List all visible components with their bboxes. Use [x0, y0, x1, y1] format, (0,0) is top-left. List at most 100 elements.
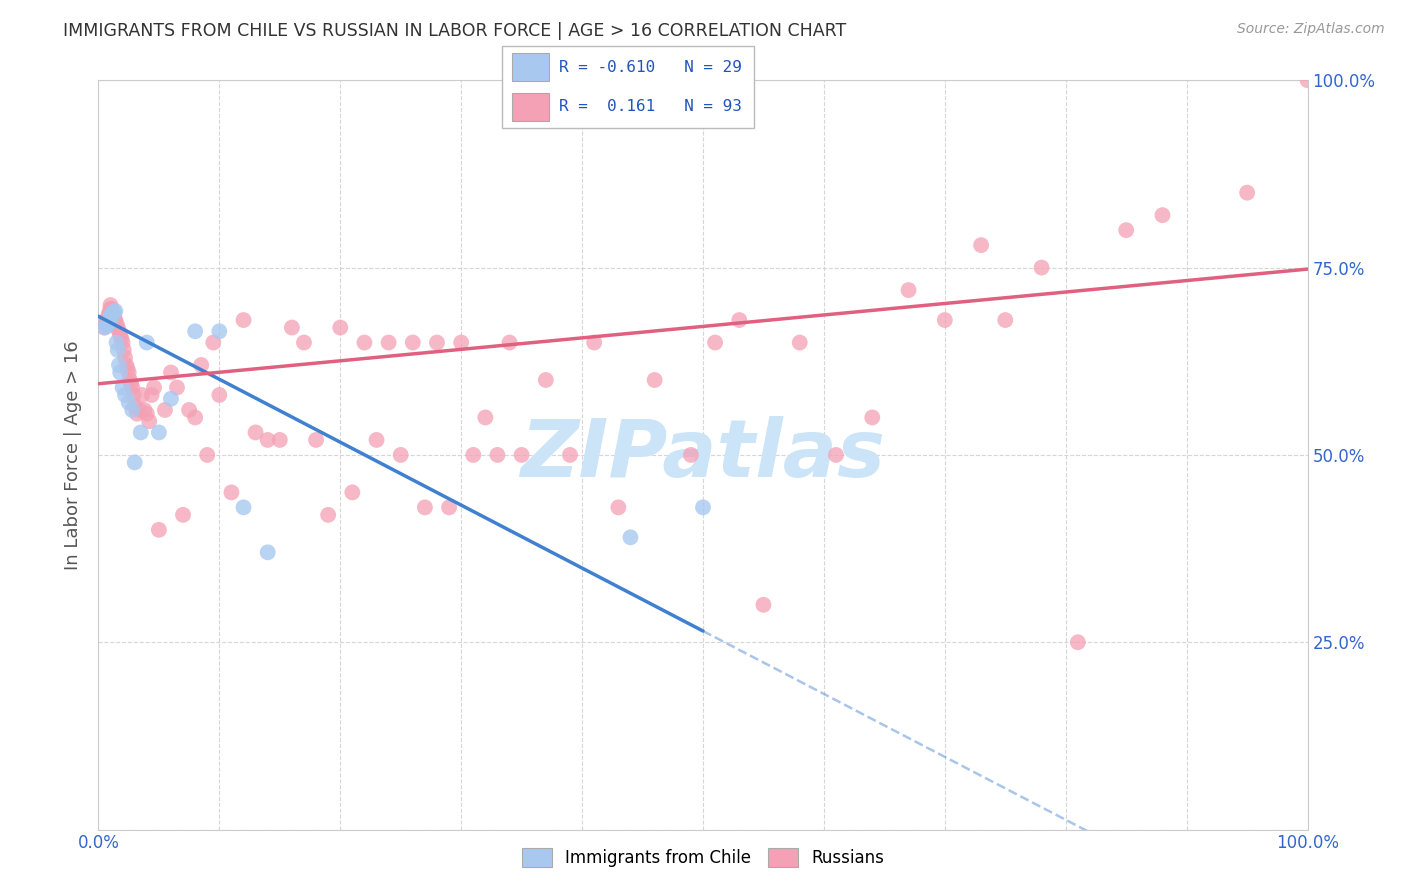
Point: [127, 407, 149, 421]
Text: ZIPatlas: ZIPatlas: [520, 416, 886, 494]
Point: [100, 301, 122, 316]
Point: [1152, 208, 1174, 222]
Point: [256, 433, 278, 447]
Point: [118, 366, 141, 380]
Point: [112, 343, 135, 357]
Point: [97, 310, 120, 324]
Point: [208, 388, 231, 402]
Point: [450, 335, 472, 350]
Point: [103, 311, 125, 326]
Point: [93, 320, 115, 334]
Point: [994, 313, 1017, 327]
Point: [129, 425, 152, 440]
Point: [190, 358, 212, 372]
Point: [100, 301, 122, 316]
Point: [160, 392, 183, 406]
Point: [141, 388, 163, 402]
Point: [96, 319, 118, 334]
Point: [413, 500, 436, 515]
Point: [366, 433, 388, 447]
Point: [353, 335, 375, 350]
Point: [437, 500, 460, 515]
Point: [96, 313, 118, 327]
Point: [389, 448, 412, 462]
Point: [426, 335, 449, 350]
Point: [897, 283, 920, 297]
Point: [1031, 260, 1053, 275]
Point: [558, 448, 581, 462]
Point: [342, 485, 364, 500]
Point: [121, 380, 143, 394]
Point: [1115, 223, 1137, 237]
Point: [104, 304, 127, 318]
Point: [1236, 186, 1258, 200]
Point: [105, 317, 128, 331]
Point: [101, 305, 124, 319]
Point: [825, 448, 848, 462]
Point: [108, 358, 131, 372]
Point: [111, 335, 134, 350]
Point: [463, 448, 485, 462]
Point: [789, 335, 811, 350]
Point: [256, 545, 278, 559]
Point: [122, 388, 145, 402]
Point: [121, 403, 143, 417]
Point: [728, 313, 751, 327]
Point: [208, 324, 231, 338]
Point: [148, 425, 170, 440]
Point: [124, 455, 146, 469]
Point: [752, 598, 775, 612]
Point: [166, 380, 188, 394]
Point: [292, 335, 315, 350]
Point: [94, 317, 117, 331]
Point: [135, 407, 157, 421]
Point: [172, 508, 194, 522]
Point: [115, 358, 138, 372]
Point: [107, 320, 129, 334]
Point: [98, 313, 121, 327]
Point: [124, 399, 146, 413]
Point: [221, 485, 243, 500]
Point: [135, 335, 157, 350]
Point: [860, 410, 883, 425]
Point: [692, 500, 714, 515]
Text: R = -0.610   N = 29: R = -0.610 N = 29: [560, 60, 742, 75]
Point: [704, 335, 727, 350]
Point: [104, 313, 127, 327]
Point: [232, 313, 254, 327]
Point: [970, 238, 993, 252]
Point: [619, 530, 641, 544]
Point: [107, 343, 129, 357]
Bar: [512, 54, 548, 81]
Point: [305, 433, 328, 447]
Point: [108, 366, 131, 380]
Point: [402, 335, 425, 350]
Point: [101, 307, 124, 321]
Point: [114, 351, 136, 365]
Point: [148, 523, 170, 537]
Point: [486, 448, 509, 462]
Point: [644, 373, 666, 387]
Point: [269, 433, 291, 447]
Point: [131, 388, 153, 402]
Point: [143, 380, 166, 394]
Point: [498, 335, 520, 350]
Point: [160, 366, 183, 380]
Legend: Immigrants from Chile, Russians: Immigrants from Chile, Russians: [515, 841, 891, 873]
Point: [1067, 635, 1090, 649]
Point: [534, 373, 557, 387]
Point: [474, 410, 496, 425]
Point: [179, 403, 201, 417]
Y-axis label: In Labor Force | Age > 16: In Labor Force | Age > 16: [65, 340, 83, 570]
Point: [184, 324, 207, 338]
Point: [934, 313, 956, 327]
Point: [184, 410, 207, 425]
Point: [105, 335, 128, 350]
Point: [202, 335, 225, 350]
Point: [108, 328, 131, 343]
Point: [100, 313, 122, 327]
Bar: [512, 93, 548, 120]
Point: [118, 395, 141, 409]
Point: [607, 500, 630, 515]
Point: [93, 320, 115, 334]
